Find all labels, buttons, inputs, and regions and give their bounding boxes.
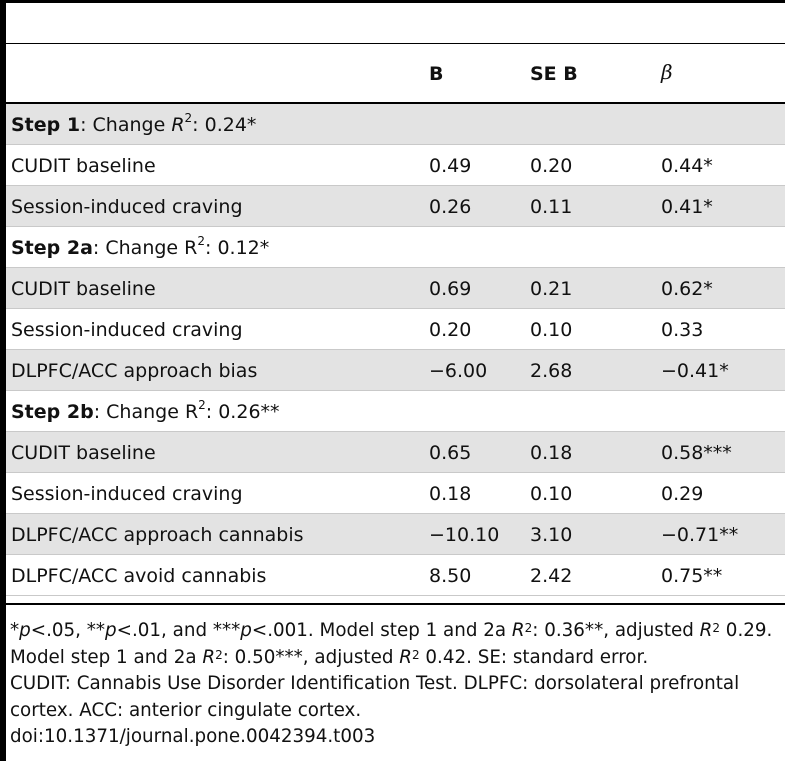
footnote-doi: doi:10.1371/journal.pone.0042394.t003 [10,726,376,747]
value-b: 8.50 [429,565,472,587]
value-beta: 0.33 [661,319,704,341]
table-body: Step 1: Change R2: 0.24* CUDIT baseline … [6,104,785,596]
footnote-abbreviations: CUDIT: Cannabis Use Disorder Identificat… [10,673,740,694]
table-footnote: *p<.05, **p<.01, and ***p<.001. Model st… [10,618,782,751]
value-beta: 0.44* [661,155,713,177]
row-label: DLPFC/ACC avoid cannabis [11,565,267,587]
table-row: DLPFC/ACC approach bias −6.00 2.68 −0.41… [6,350,785,391]
header-se-b: SE B [530,63,578,85]
table-row-step-1: Step 1: Change R2: 0.24* [6,104,785,145]
table-bottom-rule [6,603,785,605]
table-row: CUDIT baseline 0.65 0.18 0.58*** [6,432,785,473]
value-se: 2.42 [530,565,573,587]
row-label: CUDIT baseline [11,155,156,177]
footnote-significance: *p<.05, **p<.01, and ***p<.001. Model st… [10,620,773,668]
table-header-row: B SE B β [6,44,785,103]
value-se: 2.68 [530,360,573,382]
value-se: 0.18 [530,442,573,464]
table-row-step-2a: Step 2a: Change R2: 0.12* [6,227,785,268]
value-b: 0.20 [429,319,472,341]
header-bottom-rule [6,102,785,104]
table-row-step-2b: Step 2b: Change R2: 0.26** [6,391,785,432]
value-se: 0.20 [530,155,573,177]
value-beta: 0.62* [661,278,713,300]
value-se: 3.10 [530,524,573,546]
value-se: 0.21 [530,278,573,300]
header-rule [6,43,785,44]
value-beta: 0.75** [661,565,723,587]
value-beta: −0.41* [661,360,729,382]
table-row: DLPFC/ACC approach cannabis −10.10 3.10 … [6,514,785,555]
table-row: Session-induced craving 0.20 0.10 0.33 [6,309,785,350]
value-b: 0.65 [429,442,472,464]
table-row: Session-induced craving 0.18 0.10 0.29 [6,473,785,514]
row-label: Session-induced craving [11,483,243,505]
step-label: Step 2b: Change R2: 0.26** [11,398,280,423]
value-se: 0.11 [530,196,573,218]
row-label: DLPFC/ACC approach bias [11,360,258,382]
step-label: Step 1: Change R2: 0.24* [11,111,257,136]
value-beta: 0.41* [661,196,713,218]
row-label: CUDIT baseline [11,442,156,464]
value-b: 0.26 [429,196,472,218]
row-label: Session-induced craving [11,196,243,218]
table-row: CUDIT baseline 0.69 0.21 0.62* [6,268,785,309]
value-b: 0.69 [429,278,472,300]
row-label: Session-induced craving [11,319,243,341]
value-b: 0.18 [429,483,472,505]
table-top-rule [0,0,785,3]
value-beta: 0.58*** [661,442,732,464]
value-beta: −0.71** [661,524,739,546]
value-b: −6.00 [429,360,488,382]
row-label: CUDIT baseline [11,278,156,300]
value-se: 0.10 [530,483,573,505]
step-label: Step 2a: Change R2: 0.12* [11,234,270,259]
value-b: 0.49 [429,155,472,177]
table-row: CUDIT baseline 0.49 0.20 0.44* [6,145,785,186]
header-b: B [429,63,444,85]
header-beta: β [661,60,673,84]
value-beta: 0.29 [661,483,704,505]
table-left-rule [0,0,6,761]
row-label: DLPFC/ACC approach cannabis [11,524,304,546]
footnote-abbreviations-cont: cortex. ACC: anterior cingulate cortex. [10,699,362,721]
value-se: 0.10 [530,319,573,341]
value-b: −10.10 [429,524,500,546]
table-row: Session-induced craving 0.26 0.11 0.41* [6,186,785,227]
table-row: DLPFC/ACC avoid cannabis 8.50 2.42 0.75*… [6,555,785,596]
